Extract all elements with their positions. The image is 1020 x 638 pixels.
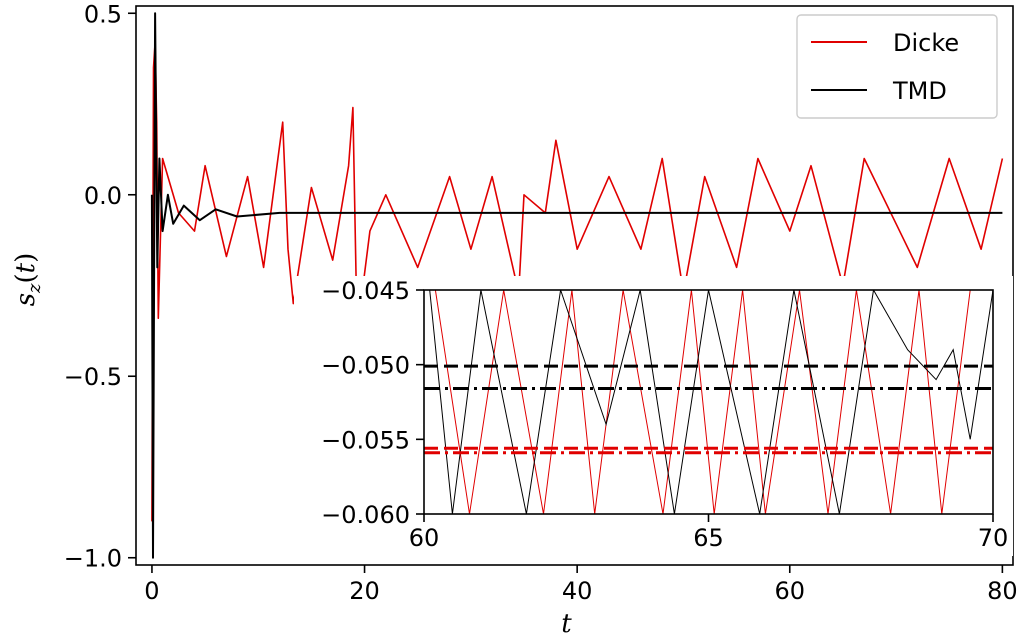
inset-y-tick-label: −0.060 [321, 501, 410, 529]
x-tick-label: 20 [349, 577, 380, 605]
y-axis-title-sub: z [24, 283, 45, 294]
x-axis-title: t [561, 609, 572, 638]
y-tick-label: −1.0 [64, 545, 122, 573]
legend-box [796, 14, 998, 119]
x-tick-label: 0 [144, 577, 159, 605]
inset-y-tick-label: −0.045 [321, 277, 410, 305]
inset-x-tick-label: 60 [409, 524, 440, 552]
y-tick-label: −0.5 [64, 363, 122, 391]
x-tick-label: 60 [774, 577, 805, 605]
inset-y-tick-label: −0.055 [321, 426, 410, 454]
legend-label-tmd: TMD [892, 77, 947, 105]
y-axis-title-s: s [11, 293, 41, 306]
x-tick-label: 80 [987, 577, 1018, 605]
inset-x-tick-label: 70 [978, 524, 1009, 552]
y-axis-title-paren-close: ) [11, 253, 41, 263]
series-line-tmd [150, 12, 1003, 559]
inset-x-tick-label: 65 [693, 524, 724, 552]
inset-plot: 60 65 70 −0.045 −0.050 −0.055 −0.060 [294, 276, 1013, 556]
x-tick-label: 40 [562, 577, 593, 605]
y-tick-label: 0.0 [84, 182, 122, 210]
y-axis-title-paren-open: ( [11, 273, 41, 283]
y-axis-title: sz(t) [11, 253, 45, 307]
legend: Dicke TMD [796, 14, 998, 119]
inset-y-tick-label: −0.050 [321, 352, 410, 380]
inset-series-line-tmd [429, 290, 993, 514]
y-tick-label: 0.5 [84, 0, 122, 28]
legend-label-dicke: Dicke [893, 29, 959, 57]
y-axis-title-t: t [11, 262, 41, 273]
